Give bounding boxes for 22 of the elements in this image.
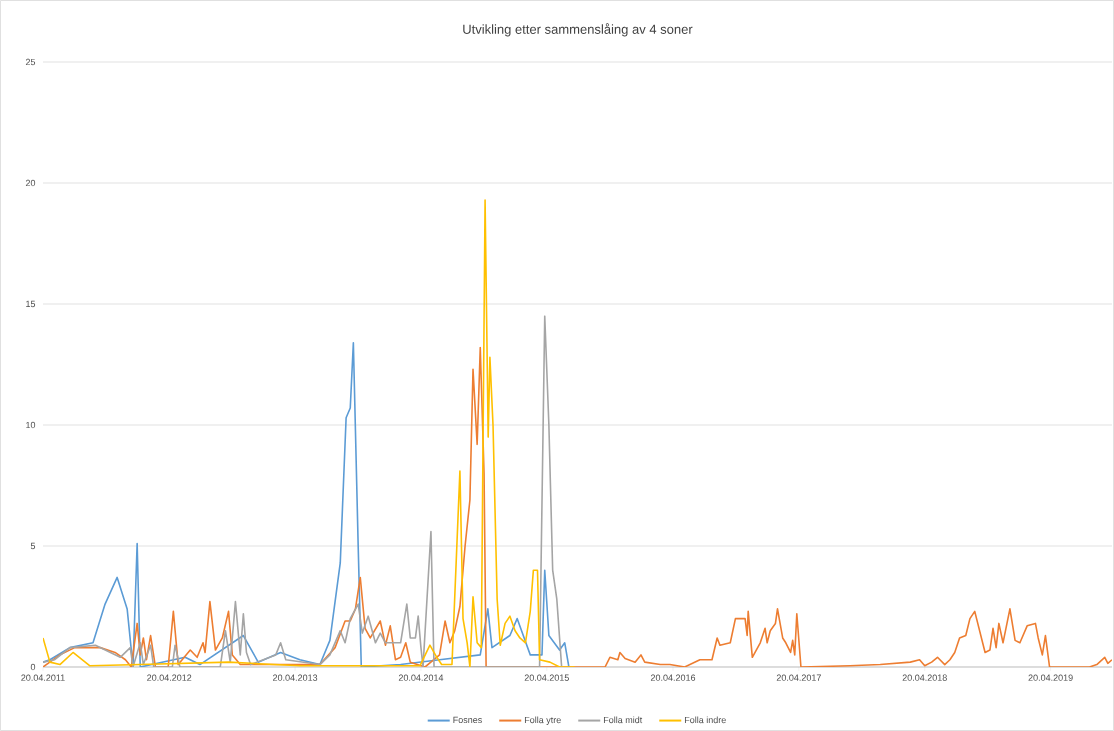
x-tick-label: 20.04.2014 — [398, 674, 444, 681]
legend-label: Folla ytre — [524, 716, 561, 725]
y-tick-label: 10 — [26, 421, 36, 429]
y-tick-label: 15 — [26, 300, 36, 308]
x-tick-label: 20.04.2017 — [776, 674, 821, 681]
x-tick-label: 20.04.2011 — [21, 674, 65, 681]
y-tick-label: 20 — [25, 179, 36, 187]
x-tick-label: 20.04.2012 — [147, 674, 192, 681]
x-tick-label: 20.04.2016 — [650, 674, 696, 681]
legend-label: Folla indre — [684, 716, 726, 724]
line-series — [43, 199, 576, 667]
x-tick-label: 20.04.2018 — [902, 674, 947, 681]
y-tick-label: 25 — [25, 58, 36, 66]
x-tick-label: 20.04.2013 — [273, 674, 318, 681]
chart-title: Utvikling etter sammenslåing av 4 soner — [463, 23, 693, 37]
y-tick-label: 5 — [30, 542, 36, 550]
x-tick-label: 20.04.2015 — [524, 674, 569, 681]
line-series — [43, 346, 1112, 667]
x-tick-label: 20.04.2019 — [1028, 674, 1073, 681]
legend-label: Folla midt — [603, 716, 643, 724]
legend-label: Fosnes — [453, 716, 482, 724]
y-tick-label: 0 — [30, 663, 36, 671]
